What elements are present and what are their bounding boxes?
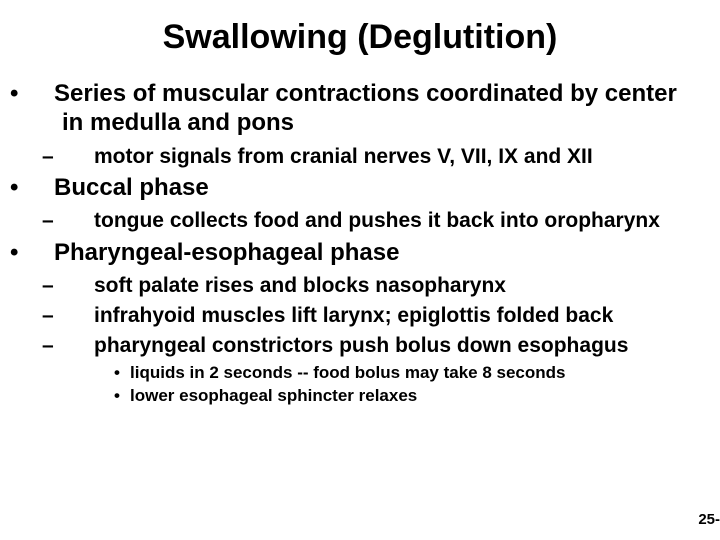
bullet-text: lower esophageal sphincter relaxes [130, 386, 417, 405]
bullet-text: Series of muscular contractions coordina… [54, 80, 677, 136]
bullet-text: Pharyngeal-esophageal phase [54, 239, 399, 266]
slide-container: Swallowing (Deglutition) •Series of musc… [0, 0, 720, 407]
bullet-text: motor signals from cranial nerves V, VII… [94, 145, 593, 168]
bullet-l1: •Buccal phase [36, 173, 692, 202]
bullet-text: liquids in 2 seconds -- food bolus may t… [130, 363, 565, 382]
bullet-l2: –tongue collects food and pushes it back… [72, 208, 692, 234]
bullet-text: pharyngeal constrictors push bolus down … [94, 334, 628, 357]
bullet-l2: –pharyngeal constrictors push bolus down… [72, 333, 692, 359]
bullet-l1: •Series of muscular contractions coordin… [36, 79, 692, 138]
bullet-l1: •Pharyngeal-esophageal phase [36, 238, 692, 267]
bullet-l2: –soft palate rises and blocks nasopharyn… [72, 273, 692, 299]
bullet-text: soft palate rises and blocks nasopharynx [94, 274, 506, 297]
bullet-l3: •lower esophageal sphincter relaxes [114, 385, 692, 406]
bullet-text: infrahyoid muscles lift larynx; epiglott… [94, 304, 613, 327]
bullet-l2: –motor signals from cranial nerves V, VI… [72, 144, 692, 170]
bullet-text: tongue collects food and pushes it back … [94, 209, 660, 232]
bullet-l2: –infrahyoid muscles lift larynx; epiglot… [72, 303, 692, 329]
slide-title: Swallowing (Deglutition) [28, 18, 692, 57]
page-number: 25- [698, 511, 720, 528]
bullet-text: Buccal phase [54, 174, 209, 201]
bullet-l3: •liquids in 2 seconds -- food bolus may … [114, 362, 692, 383]
